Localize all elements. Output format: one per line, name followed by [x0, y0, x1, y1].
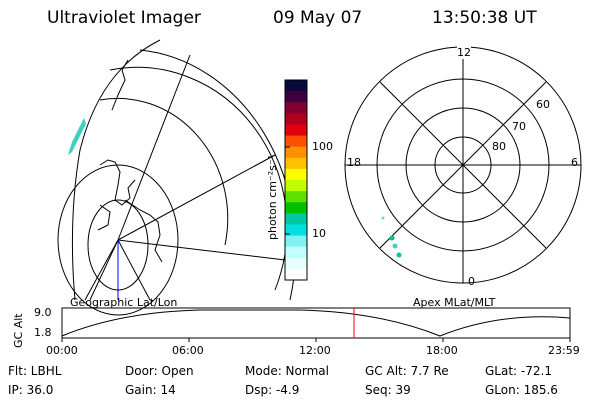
meridian-6: [117, 239, 151, 301]
coastline-4: [97, 204, 111, 231]
altitude-xtick-1: 06:00: [172, 344, 204, 357]
aurora-point: [392, 243, 398, 249]
mlt-label-0: 0: [468, 275, 475, 288]
colorbar-band: [285, 268, 307, 281]
altitude-ytick-low: 1.8: [34, 326, 52, 339]
altitude-xtick-3: 18:00: [426, 344, 458, 357]
mlat-label-80: 80: [492, 140, 506, 153]
colorbar-band: [285, 80, 307, 92]
colorbar-band: [285, 113, 307, 125]
glon-value: GLon: 185.6: [485, 383, 558, 397]
colorbar-band: [285, 124, 307, 137]
polar-panel-label: Apex MLat/MLT: [413, 296, 496, 309]
colorbar-band: [285, 91, 307, 103]
colorbar-band: [285, 146, 307, 159]
aurora-point: [396, 252, 402, 258]
meridian-3: [117, 239, 286, 261]
polar-diag-2: [379, 81, 547, 249]
coastline-2: [99, 159, 136, 206]
colorbar-band: [285, 135, 307, 148]
colorbar-band: [285, 180, 307, 192]
colorbar-band: [285, 157, 307, 170]
door-value: Door: Open: [125, 364, 194, 378]
gain-value: Gain: 14: [125, 383, 176, 397]
altitude-xtick-2: 12:00: [299, 344, 331, 357]
meridian-1: [117, 54, 191, 241]
lat-circle-2: [57, 164, 179, 316]
meridian-2: [117, 154, 276, 241]
date-label: 09 May 07: [273, 8, 363, 28]
colorbar-band: [285, 246, 307, 259]
mode-value: Mode: Normal: [245, 364, 329, 378]
filter-value: Flt: LBHL: [8, 364, 62, 378]
mlt-label-6: 6: [571, 156, 578, 169]
meridian-4: [84, 239, 119, 301]
colorbar-tick-100: 100: [312, 140, 333, 153]
coastline-3: [124, 199, 163, 263]
altitude-ylabel: GC Alt: [12, 313, 25, 348]
aurora-emission-geo: [68, 118, 86, 155]
gc-altitude-value: GC Alt: 7.7 Re: [365, 364, 449, 378]
aurora-point: [389, 235, 395, 241]
sequence-value: Seq: 39: [365, 383, 411, 397]
mlt-label-12: 12: [457, 46, 471, 59]
altitude-ytick-high: 9.0: [34, 306, 52, 319]
mlt-label-18: 18: [347, 156, 361, 169]
time-label: 13:50:38 UT: [432, 8, 537, 28]
colorbar-band: [285, 235, 307, 248]
altitude-xtick-4: 23:59: [548, 344, 580, 357]
colorbar-band: [285, 224, 307, 237]
colorbar-band: [285, 213, 307, 225]
lat-circle-3: [99, 97, 229, 246]
geo-panel-label: Geographic Lat/Lon: [70, 296, 178, 309]
mlat-label-60: 60: [536, 98, 550, 111]
ip-value: IP: 36.0: [8, 383, 54, 397]
aurora-point: [381, 216, 385, 220]
meridian-5: [89, 239, 119, 301]
colorbar-band: [285, 257, 307, 270]
glat-value: GLat: -72.1: [485, 364, 552, 378]
altitude-xtick-0: 00:00: [46, 344, 78, 357]
colorbar-band: [285, 202, 307, 214]
instrument-title: Ultraviolet Imager: [47, 8, 201, 28]
colorbar-tick-10: 10: [312, 227, 326, 240]
dsp-value: Dsp: -4.9: [245, 383, 300, 397]
altitude-curve: [61, 309, 571, 337]
coastline-1: [111, 59, 129, 111]
colorbar-band: [285, 102, 307, 114]
colorbar-band: [285, 168, 307, 181]
map-limb: [71, 39, 161, 301]
altitude-plot-frame: [61, 307, 571, 339]
colorbar-band: [285, 191, 307, 203]
mlat-label-70: 70: [512, 120, 526, 133]
